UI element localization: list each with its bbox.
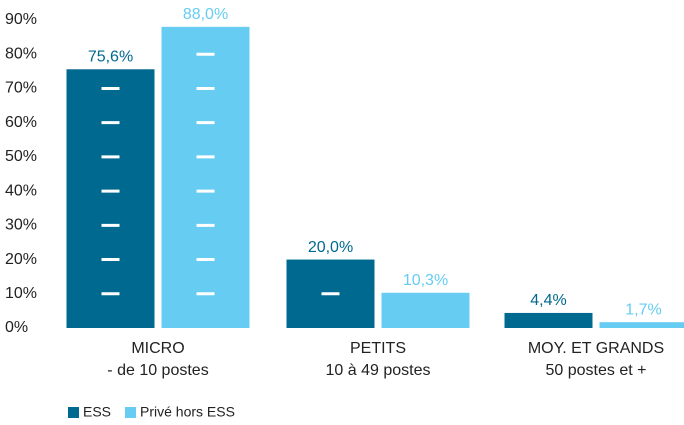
y-tick-label: 50%: [5, 148, 37, 165]
value-label: 10,3%: [403, 272, 448, 289]
value-label: 88,0%: [183, 6, 228, 23]
legend-swatch: [125, 407, 137, 418]
value-label: 4,4%: [530, 292, 566, 309]
bar: [161, 26, 250, 328]
y-tick-label: 0%: [5, 319, 28, 336]
y-tick-label: 80%: [5, 45, 37, 62]
x-tick-label: MOY. ET GRANDS 50 postes et +: [527, 340, 665, 379]
y-tick-label: 40%: [5, 182, 37, 199]
legend-label: Privé hors ESS: [140, 404, 235, 420]
y-tick-label: 60%: [5, 114, 37, 131]
bar: [504, 312, 593, 328]
y-tick-label: 90%: [5, 11, 37, 28]
bar: [66, 69, 155, 328]
y-tick-label: 30%: [5, 217, 37, 234]
x-tick-label: PETITS 10 à 49 postes: [325, 340, 431, 379]
value-label: 20,0%: [308, 239, 353, 256]
value-label: 75,6%: [88, 48, 133, 65]
y-tick-label: 20%: [5, 251, 37, 268]
bar: [599, 322, 684, 328]
bar: [381, 292, 470, 328]
legend-label: ESS: [83, 404, 111, 420]
legend-swatch: [68, 407, 79, 418]
x-tick-label: MICRO - de 10 postes: [107, 340, 209, 379]
y-tick-label: 10%: [5, 285, 37, 302]
y-tick-label: 70%: [5, 80, 37, 97]
value-label: 1,7%: [625, 301, 661, 318]
